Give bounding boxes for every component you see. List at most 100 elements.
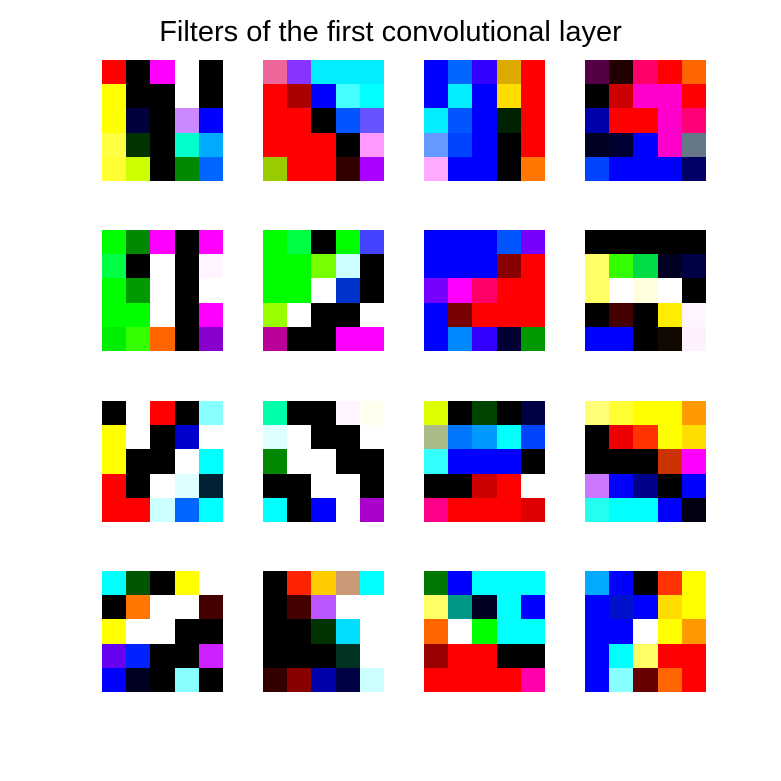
filter-pixel (585, 449, 610, 475)
filter-pixel (174, 401, 200, 426)
filter-pixel (311, 108, 337, 134)
filter-pixel (359, 60, 385, 85)
filter-pixel (681, 473, 707, 499)
filter-pixel (150, 156, 176, 182)
filter-pixel (287, 667, 312, 693)
filter-pixel (198, 571, 224, 596)
filter-pixel (174, 84, 200, 109)
filter-pixel (448, 302, 473, 328)
filter-pixel (657, 667, 683, 693)
filter-pixel (174, 619, 200, 645)
filter-pixel (102, 643, 127, 669)
filter-pixel (359, 401, 385, 426)
filter-pixel (311, 278, 337, 304)
filter-pixel (150, 667, 176, 693)
filter-pixel (287, 278, 312, 304)
filter-pixel (448, 643, 473, 669)
filter-pixel (335, 473, 361, 499)
filter-pixel (126, 230, 151, 255)
filter-pixel (496, 108, 522, 134)
filter-pixel (102, 595, 127, 620)
filter-pixel (609, 595, 634, 620)
filter-pixel (174, 473, 200, 499)
filter-pixel (609, 254, 634, 279)
filter-pixel (448, 132, 473, 158)
filter-pixel (174, 108, 200, 134)
filter-pixel (263, 449, 288, 475)
filter-pixel (609, 132, 634, 158)
filter-pixel (287, 643, 312, 669)
filter-pixel (311, 254, 337, 279)
filter-pixel (174, 302, 200, 328)
filter-pixel (472, 326, 498, 352)
filter-pixel (287, 302, 312, 328)
filter-pixel (102, 84, 127, 109)
filter-pixel (681, 571, 707, 596)
filter-pixel (263, 497, 288, 523)
filter-pixel (448, 156, 473, 182)
filter-pixel (102, 401, 127, 426)
filter-pixel (359, 497, 385, 523)
filter-pixel (609, 449, 634, 475)
filter-pixel (311, 667, 337, 693)
filter-pixel (311, 473, 337, 499)
filter-pixel (263, 619, 288, 645)
filter-pixel (681, 667, 707, 693)
filter-pixel (609, 473, 634, 499)
filter-pixel (359, 473, 385, 499)
filter-pixel (585, 473, 610, 499)
filter-pixel (174, 571, 200, 596)
filter-pixel (520, 84, 546, 109)
filter-pixel (126, 108, 151, 134)
filter-pixel (311, 449, 337, 475)
filter-pixel (102, 254, 127, 279)
filter-pixel (448, 60, 473, 85)
filter-pixel (126, 326, 151, 352)
filter-pixel (520, 230, 546, 255)
filter-pixel (424, 326, 449, 352)
filter-pixel (150, 326, 176, 352)
filter-pixel (520, 108, 546, 134)
filter-pixel (657, 108, 683, 134)
filter-pixel (424, 401, 449, 426)
filter-pixel (633, 302, 659, 328)
filter-pixel (335, 302, 361, 328)
filter-pixel (126, 449, 151, 475)
filter-pixel (126, 571, 151, 596)
filter-pixel (633, 425, 659, 450)
filter-pixel (102, 278, 127, 304)
filter-pixel (609, 401, 634, 426)
filter-panel-12 (585, 401, 707, 523)
filter-pixel (657, 84, 683, 109)
filter-panel-4 (585, 60, 707, 182)
filter-pixel (472, 230, 498, 255)
filter-pixel (174, 230, 200, 255)
filter-pixel (472, 302, 498, 328)
filter-pixel (585, 254, 610, 279)
filter-pixel (359, 326, 385, 352)
filter-pixel (150, 60, 176, 85)
filter-pixel (287, 108, 312, 134)
filter-pixel (633, 643, 659, 669)
filter-pixel (126, 401, 151, 426)
filter-pixel (198, 108, 224, 134)
filter-pixel (335, 60, 361, 85)
filter-pixel (359, 619, 385, 645)
filter-pixel (263, 230, 288, 255)
filter-pixel (633, 449, 659, 475)
filter-pixel (448, 401, 473, 426)
filter-pixel (335, 254, 361, 279)
filter-pixel (448, 425, 473, 450)
filter-pixel (198, 401, 224, 426)
filter-pixel (520, 326, 546, 352)
filter-pixel (198, 595, 224, 620)
filter-pixel (585, 132, 610, 158)
filter-panel-6 (263, 230, 385, 352)
filter-pixel (448, 667, 473, 693)
filter-pixel (198, 302, 224, 328)
filter-pixel (633, 619, 659, 645)
filter-pixel (520, 132, 546, 158)
filter-pixel (359, 254, 385, 279)
filter-pixel (198, 230, 224, 255)
filter-pixel (311, 497, 337, 523)
